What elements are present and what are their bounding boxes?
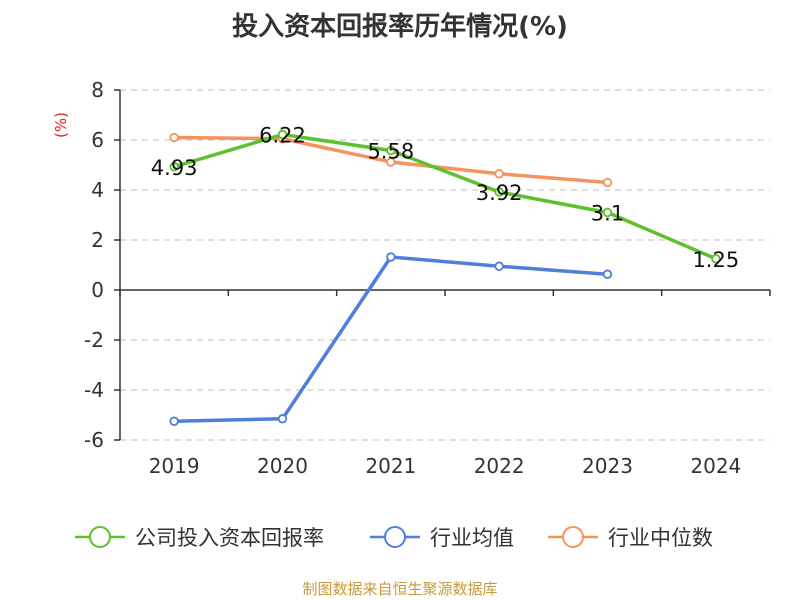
legend-label: 行业中位数 [608,526,713,550]
chart-title: 投入资本回报率历年情况(%) [232,12,568,42]
y-tick-label: -4 [84,378,104,402]
y-tick-label: 6 [91,128,104,152]
data-point [711,254,721,264]
data-point [169,416,179,426]
x-tick-label: 2019 [149,454,200,478]
series-lines [169,129,721,426]
data-point [602,207,613,218]
y-tick-label: 4 [91,178,104,202]
x-tick-labels: 2019 2020 2021 2022 2023 2024 [149,454,742,478]
data-point [494,261,504,271]
y-tick-label: 8 [91,78,104,102]
legend-marker [562,526,584,548]
legend[interactable]: 公司投入资本回报率 行业均值 行业中位数 [75,526,713,550]
legend-label: 行业均值 [430,526,514,550]
data-point [494,187,504,197]
data-label: 3.92 [476,181,523,205]
series-line [173,132,717,261]
x-tick-label: 2020 [257,454,308,478]
y-tick-label: 0 [91,278,104,302]
x-tick-label: 2022 [474,454,525,478]
legend-label: 公司投入资本回报率 [135,526,324,550]
y-tick-label: -2 [84,328,104,352]
data-label: 1.25 [692,248,739,272]
data-point [386,145,396,156]
x-tick-label: 2021 [365,454,416,478]
legend-marker [384,526,406,548]
data-point [386,252,396,262]
series-line [174,255,608,423]
y-tick-labels: 8 6 4 2 0 -2 -4 -6 [84,78,104,452]
y-tick-label: 2 [91,228,104,252]
source-note: 制图数据来自恒生聚源数据库 [302,580,498,598]
data-point [386,157,396,167]
data-point [169,162,179,172]
data-point [277,129,288,140]
y-tick-label: -6 [84,428,104,452]
data-label: 4.93 [151,156,198,180]
data-labels: 4.93 6.22 5.58 3.92 3.1 1.25 [151,124,739,272]
grid-lines [120,89,770,441]
data-label: 5.58 [367,140,414,164]
data-label: 6.22 [259,124,306,148]
data-point [494,169,504,179]
legend-marker [89,526,111,548]
data-label: 3.1 [591,202,624,226]
axes [114,89,771,441]
data-point [602,269,613,279]
data-point [602,177,613,188]
y-axis-label: (%) [52,112,70,138]
data-point [277,414,288,424]
data-point [169,132,179,143]
x-tick-label: 2024 [690,454,741,478]
x-tick-label: 2023 [582,454,633,478]
